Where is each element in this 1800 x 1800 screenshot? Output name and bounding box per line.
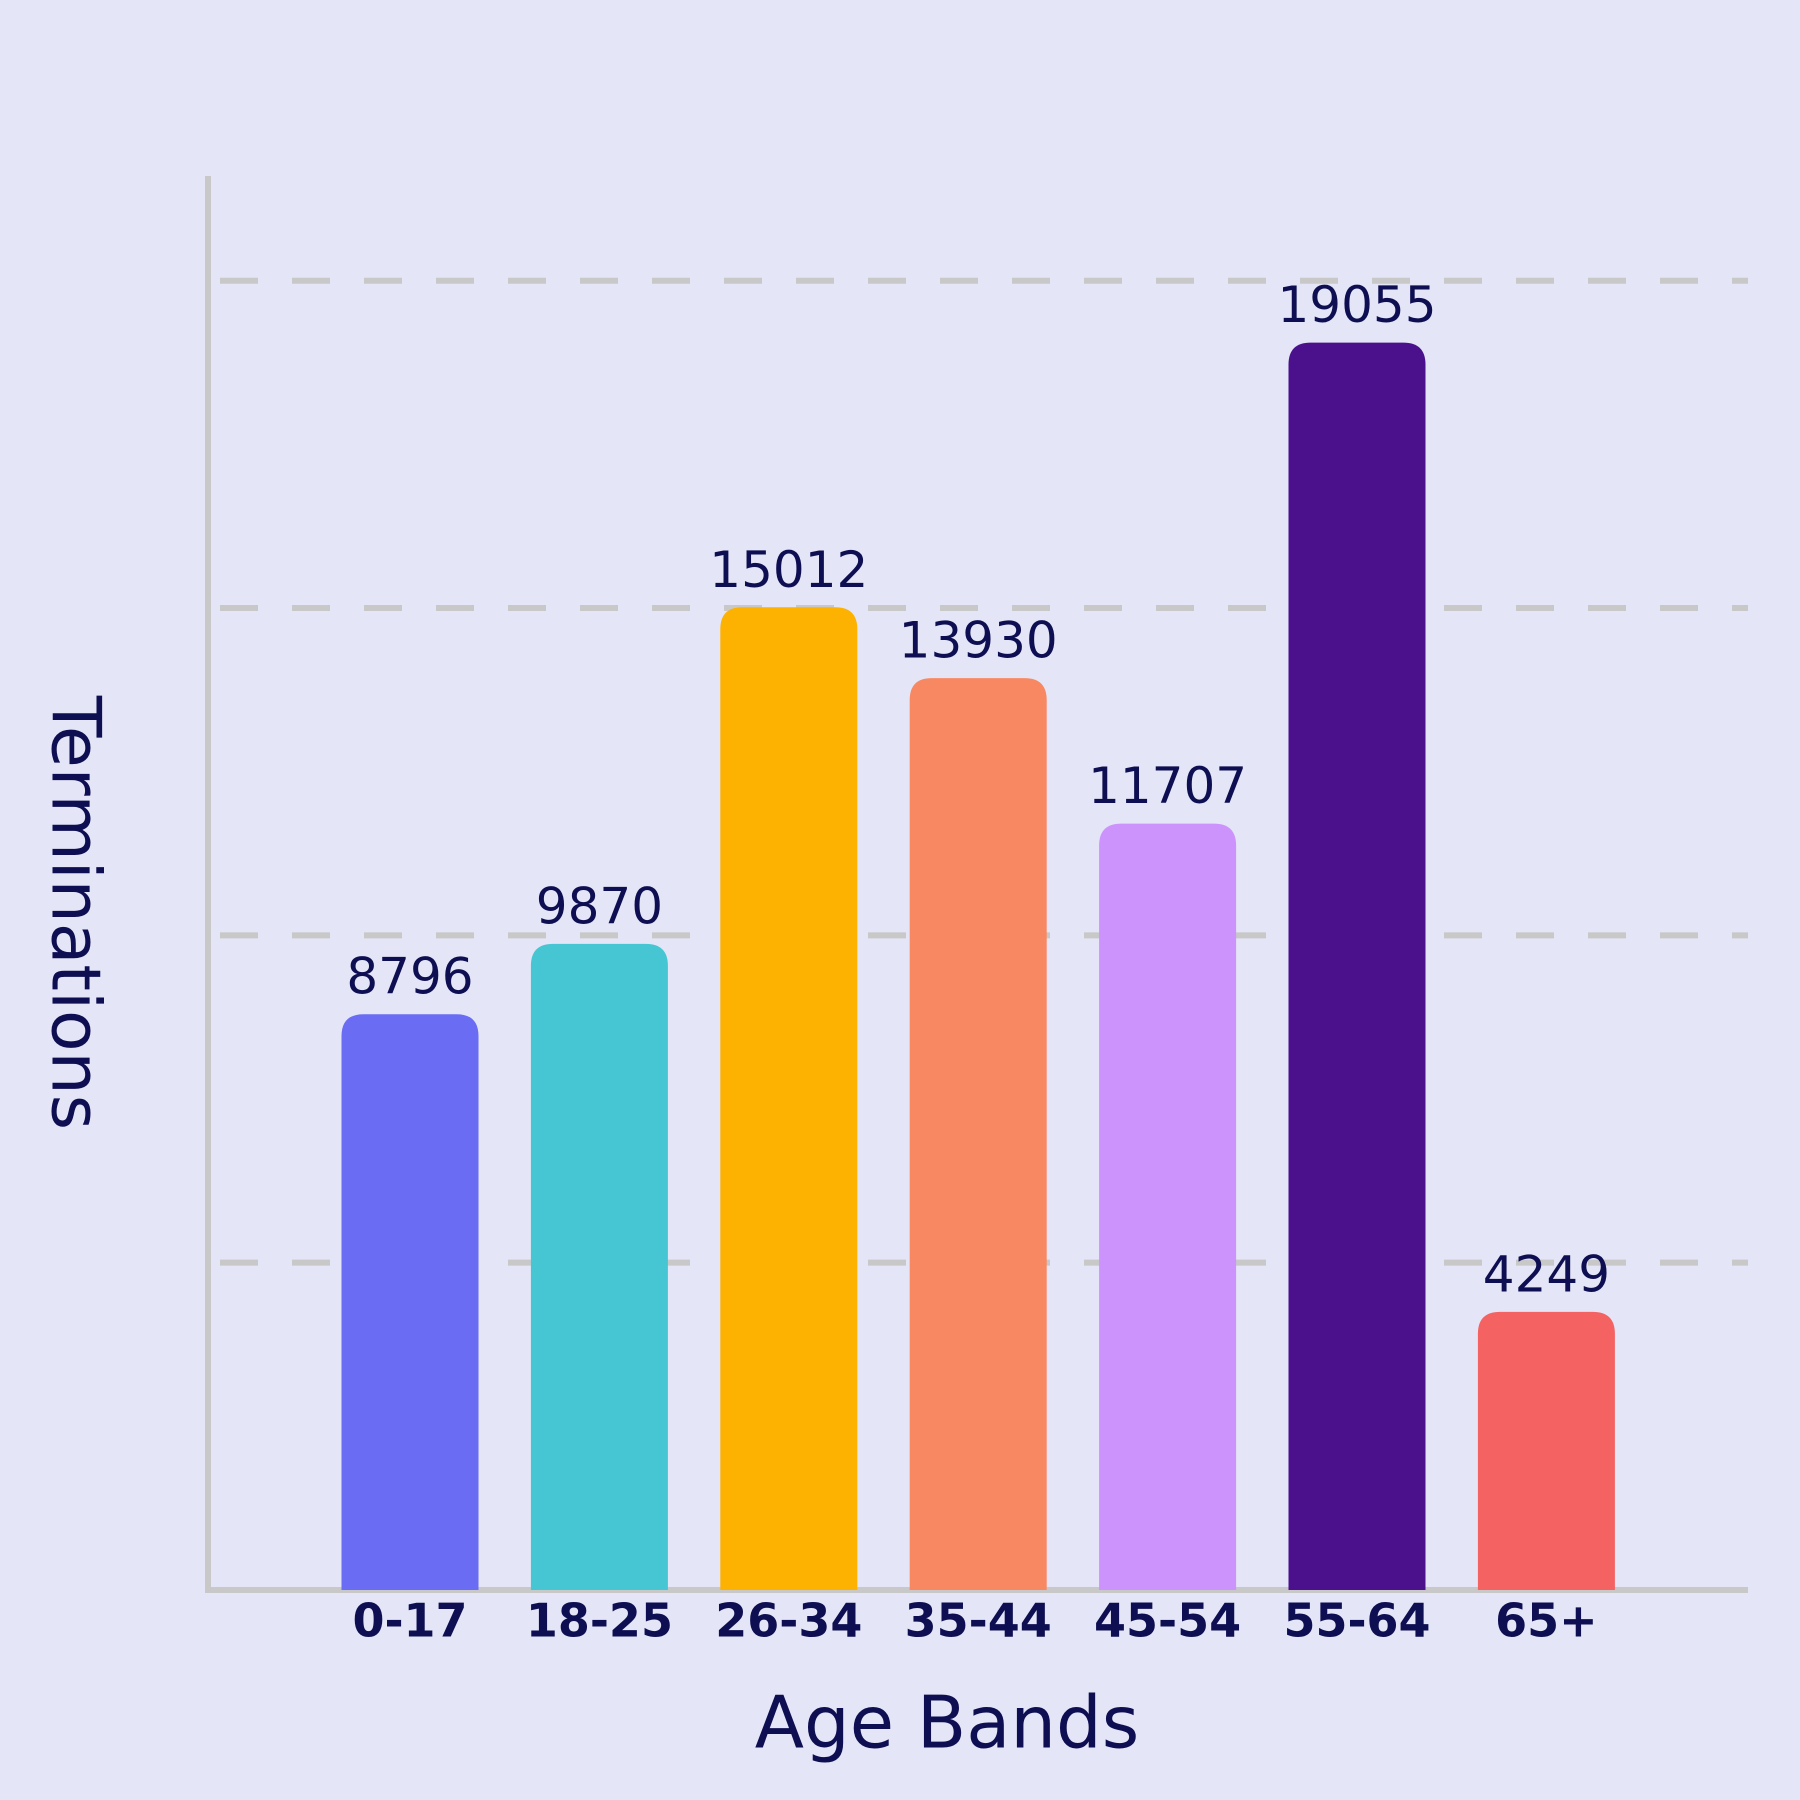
bar xyxy=(1288,342,1426,1590)
bar xyxy=(530,943,668,1590)
value-label: 15012 xyxy=(709,541,868,599)
value-label: 9870 xyxy=(536,877,663,935)
bar xyxy=(720,607,858,1590)
x-tick-label: 26-34 xyxy=(715,1594,862,1648)
x-tick-label: 18-25 xyxy=(526,1594,673,1648)
value-label: 13930 xyxy=(899,612,1058,670)
x-tick-label: 35-44 xyxy=(905,1594,1052,1648)
x-tick-label: 45-54 xyxy=(1094,1594,1241,1648)
value-label: 19055 xyxy=(1277,276,1436,334)
x-tick-label: 0-17 xyxy=(352,1594,467,1648)
value-label: 8796 xyxy=(346,948,473,1006)
bar xyxy=(909,678,1047,1590)
x-axis-title: Age Bands xyxy=(755,1681,1140,1765)
x-tick-label: 65+ xyxy=(1495,1594,1598,1648)
value-label: 4249 xyxy=(1483,1245,1610,1303)
bar xyxy=(341,1014,479,1590)
bar xyxy=(1477,1311,1615,1590)
bar xyxy=(1099,823,1237,1590)
x-tick-label: 55-64 xyxy=(1283,1594,1430,1648)
value-label: 11707 xyxy=(1088,757,1247,815)
y-axis-title: Terminations xyxy=(35,695,114,1130)
